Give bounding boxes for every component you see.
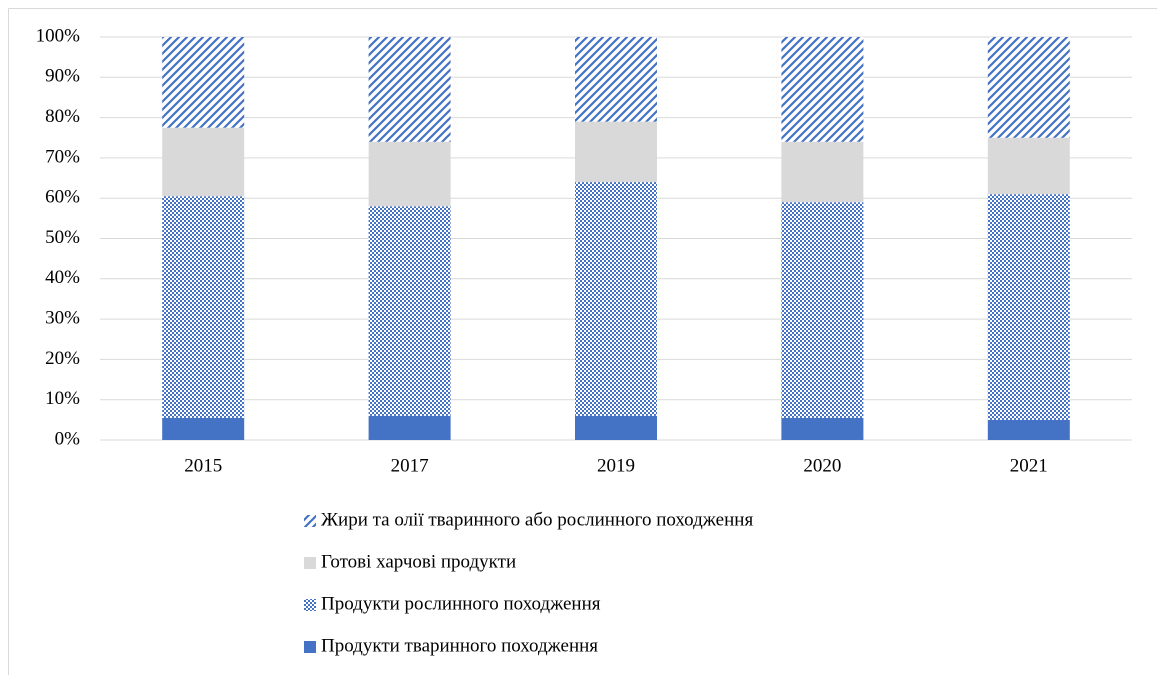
legend-label: Продукти тваринного походження (321, 635, 598, 656)
legend-label: Жири та олії тваринного або рослинного п… (321, 509, 753, 530)
legend-label: Готові харчові продукти (321, 551, 516, 572)
bar-segment (781, 202, 864, 418)
y-tick-label: 40% (45, 267, 80, 288)
legend-marker (304, 641, 316, 653)
x-tick-label: 2020 (803, 455, 841, 476)
bar-segment (987, 194, 1070, 420)
bar-segment (162, 37, 245, 128)
x-tick-label: 2017 (391, 455, 429, 476)
bar-segment (575, 121, 657, 183)
bar-segment (162, 196, 245, 418)
bar-segment (987, 419, 1070, 440)
bar-segment (162, 127, 245, 197)
y-tick-label: 60% (45, 187, 80, 208)
bar-segment (368, 206, 451, 416)
bar-segment (781, 417, 864, 440)
y-tick-label: 80% (45, 106, 80, 127)
bar-segment (575, 415, 657, 440)
bar-segment (987, 37, 1070, 138)
bar-segment (575, 37, 657, 122)
bar-segment (368, 37, 451, 142)
y-tick-label: 10% (45, 388, 80, 409)
legend-marker (304, 599, 316, 611)
y-tick-label: 100% (36, 25, 81, 46)
legend-label: Продукти рослинного походження (321, 593, 601, 614)
bar-segment (781, 37, 864, 142)
x-tick-label: 2015 (184, 455, 222, 476)
y-tick-label: 30% (45, 307, 80, 328)
y-tick-label: 50% (45, 227, 80, 248)
bar-segment (368, 141, 451, 207)
y-tick-label: 20% (45, 348, 80, 369)
legend-marker (304, 557, 316, 569)
bar-segment (162, 417, 245, 440)
bar-segment (575, 182, 657, 416)
bar-segment (987, 137, 1070, 195)
bar-segment (368, 415, 451, 440)
x-tick-label: 2021 (1010, 455, 1048, 476)
x-tick-label: 2019 (597, 455, 635, 476)
bar-segment (781, 141, 864, 203)
y-tick-label: 70% (45, 146, 80, 167)
y-tick-label: 0% (55, 428, 81, 449)
legend-marker (304, 515, 316, 527)
y-tick-label: 90% (45, 66, 80, 87)
